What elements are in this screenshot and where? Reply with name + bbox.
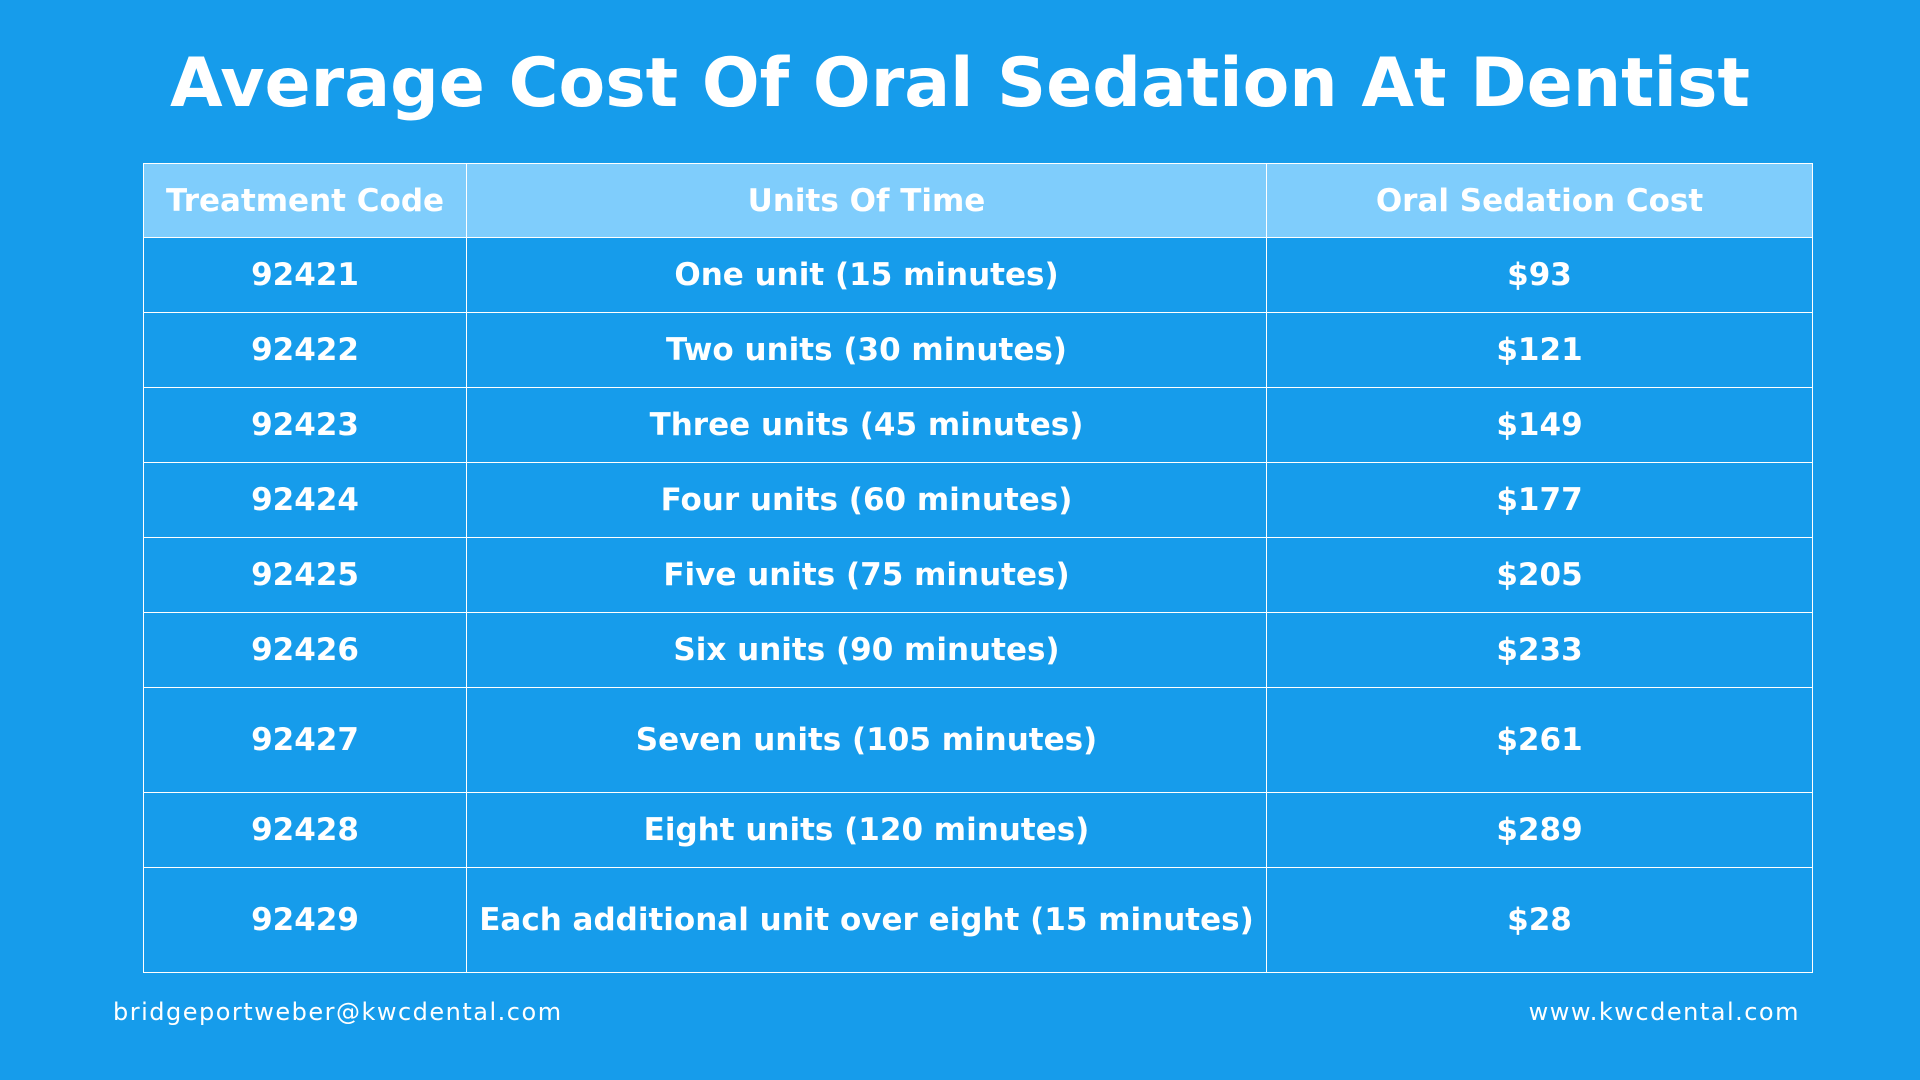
cell-units-of-time: Three units (45 minutes) xyxy=(466,387,1267,463)
table-row: 92421 One unit (15 minutes) $93 xyxy=(143,237,1813,313)
table-row: 92424 Four units (60 minutes) $177 xyxy=(143,462,1813,538)
cell-treatment-code: 92426 xyxy=(143,612,467,688)
cell-units-of-time: Eight units (120 minutes) xyxy=(466,792,1267,868)
cell-cost: $233 xyxy=(1266,612,1813,688)
footer-email: bridgeportweber@kwcdental.com xyxy=(113,998,563,1026)
footer-website: www.kwcdental.com xyxy=(1528,998,1800,1026)
cell-cost: $121 xyxy=(1266,312,1813,388)
cell-treatment-code: 92422 xyxy=(143,312,467,388)
header-treatment-code: Treatment Code xyxy=(143,163,467,238)
table-row: 92422 Two units (30 minutes) $121 xyxy=(143,312,1813,388)
table-row: 92423 Three units (45 minutes) $149 xyxy=(143,387,1813,463)
cell-cost: $205 xyxy=(1266,537,1813,613)
table-row: 92427 Seven units (105 minutes) $261 xyxy=(143,687,1813,793)
cell-units-of-time: Four units (60 minutes) xyxy=(466,462,1267,538)
table-row: 92425 Five units (75 minutes) $205 xyxy=(143,537,1813,613)
cell-cost: $289 xyxy=(1266,792,1813,868)
cell-units-of-time: One unit (15 minutes) xyxy=(466,237,1267,313)
cell-units-of-time: Each additional unit over eight (15 minu… xyxy=(466,867,1267,973)
page-title: Average Cost Of Oral Sedation At Dentist xyxy=(170,44,1750,123)
cell-units-of-time: Six units (90 minutes) xyxy=(466,612,1267,688)
cell-treatment-code: 92423 xyxy=(143,387,467,463)
table-row: 92426 Six units (90 minutes) $233 xyxy=(143,612,1813,688)
cell-treatment-code: 92425 xyxy=(143,537,467,613)
cell-units-of-time: Seven units (105 minutes) xyxy=(466,687,1267,793)
table-row: 92428 Eight units (120 minutes) $289 xyxy=(143,792,1813,868)
cell-units-of-time: Five units (75 minutes) xyxy=(466,537,1267,613)
cell-treatment-code: 92421 xyxy=(143,237,467,313)
header-units-of-time: Units Of Time xyxy=(466,163,1267,238)
cell-treatment-code: 92427 xyxy=(143,687,467,793)
cell-treatment-code: 92424 xyxy=(143,462,467,538)
cell-cost: $177 xyxy=(1266,462,1813,538)
cell-cost: $93 xyxy=(1266,237,1813,313)
cell-treatment-code: 92429 xyxy=(143,867,467,973)
cost-table: Treatment Code Units Of Time Oral Sedati… xyxy=(143,163,1813,973)
cell-treatment-code: 92428 xyxy=(143,792,467,868)
table-header-row: Treatment Code Units Of Time Oral Sedati… xyxy=(143,163,1813,238)
cell-cost: $261 xyxy=(1266,687,1813,793)
table-row: 92429 Each additional unit over eight (1… xyxy=(143,867,1813,973)
cell-units-of-time: Two units (30 minutes) xyxy=(466,312,1267,388)
cell-cost: $28 xyxy=(1266,867,1813,973)
cell-cost: $149 xyxy=(1266,387,1813,463)
header-oral-sedation-cost: Oral Sedation Cost xyxy=(1266,163,1813,238)
